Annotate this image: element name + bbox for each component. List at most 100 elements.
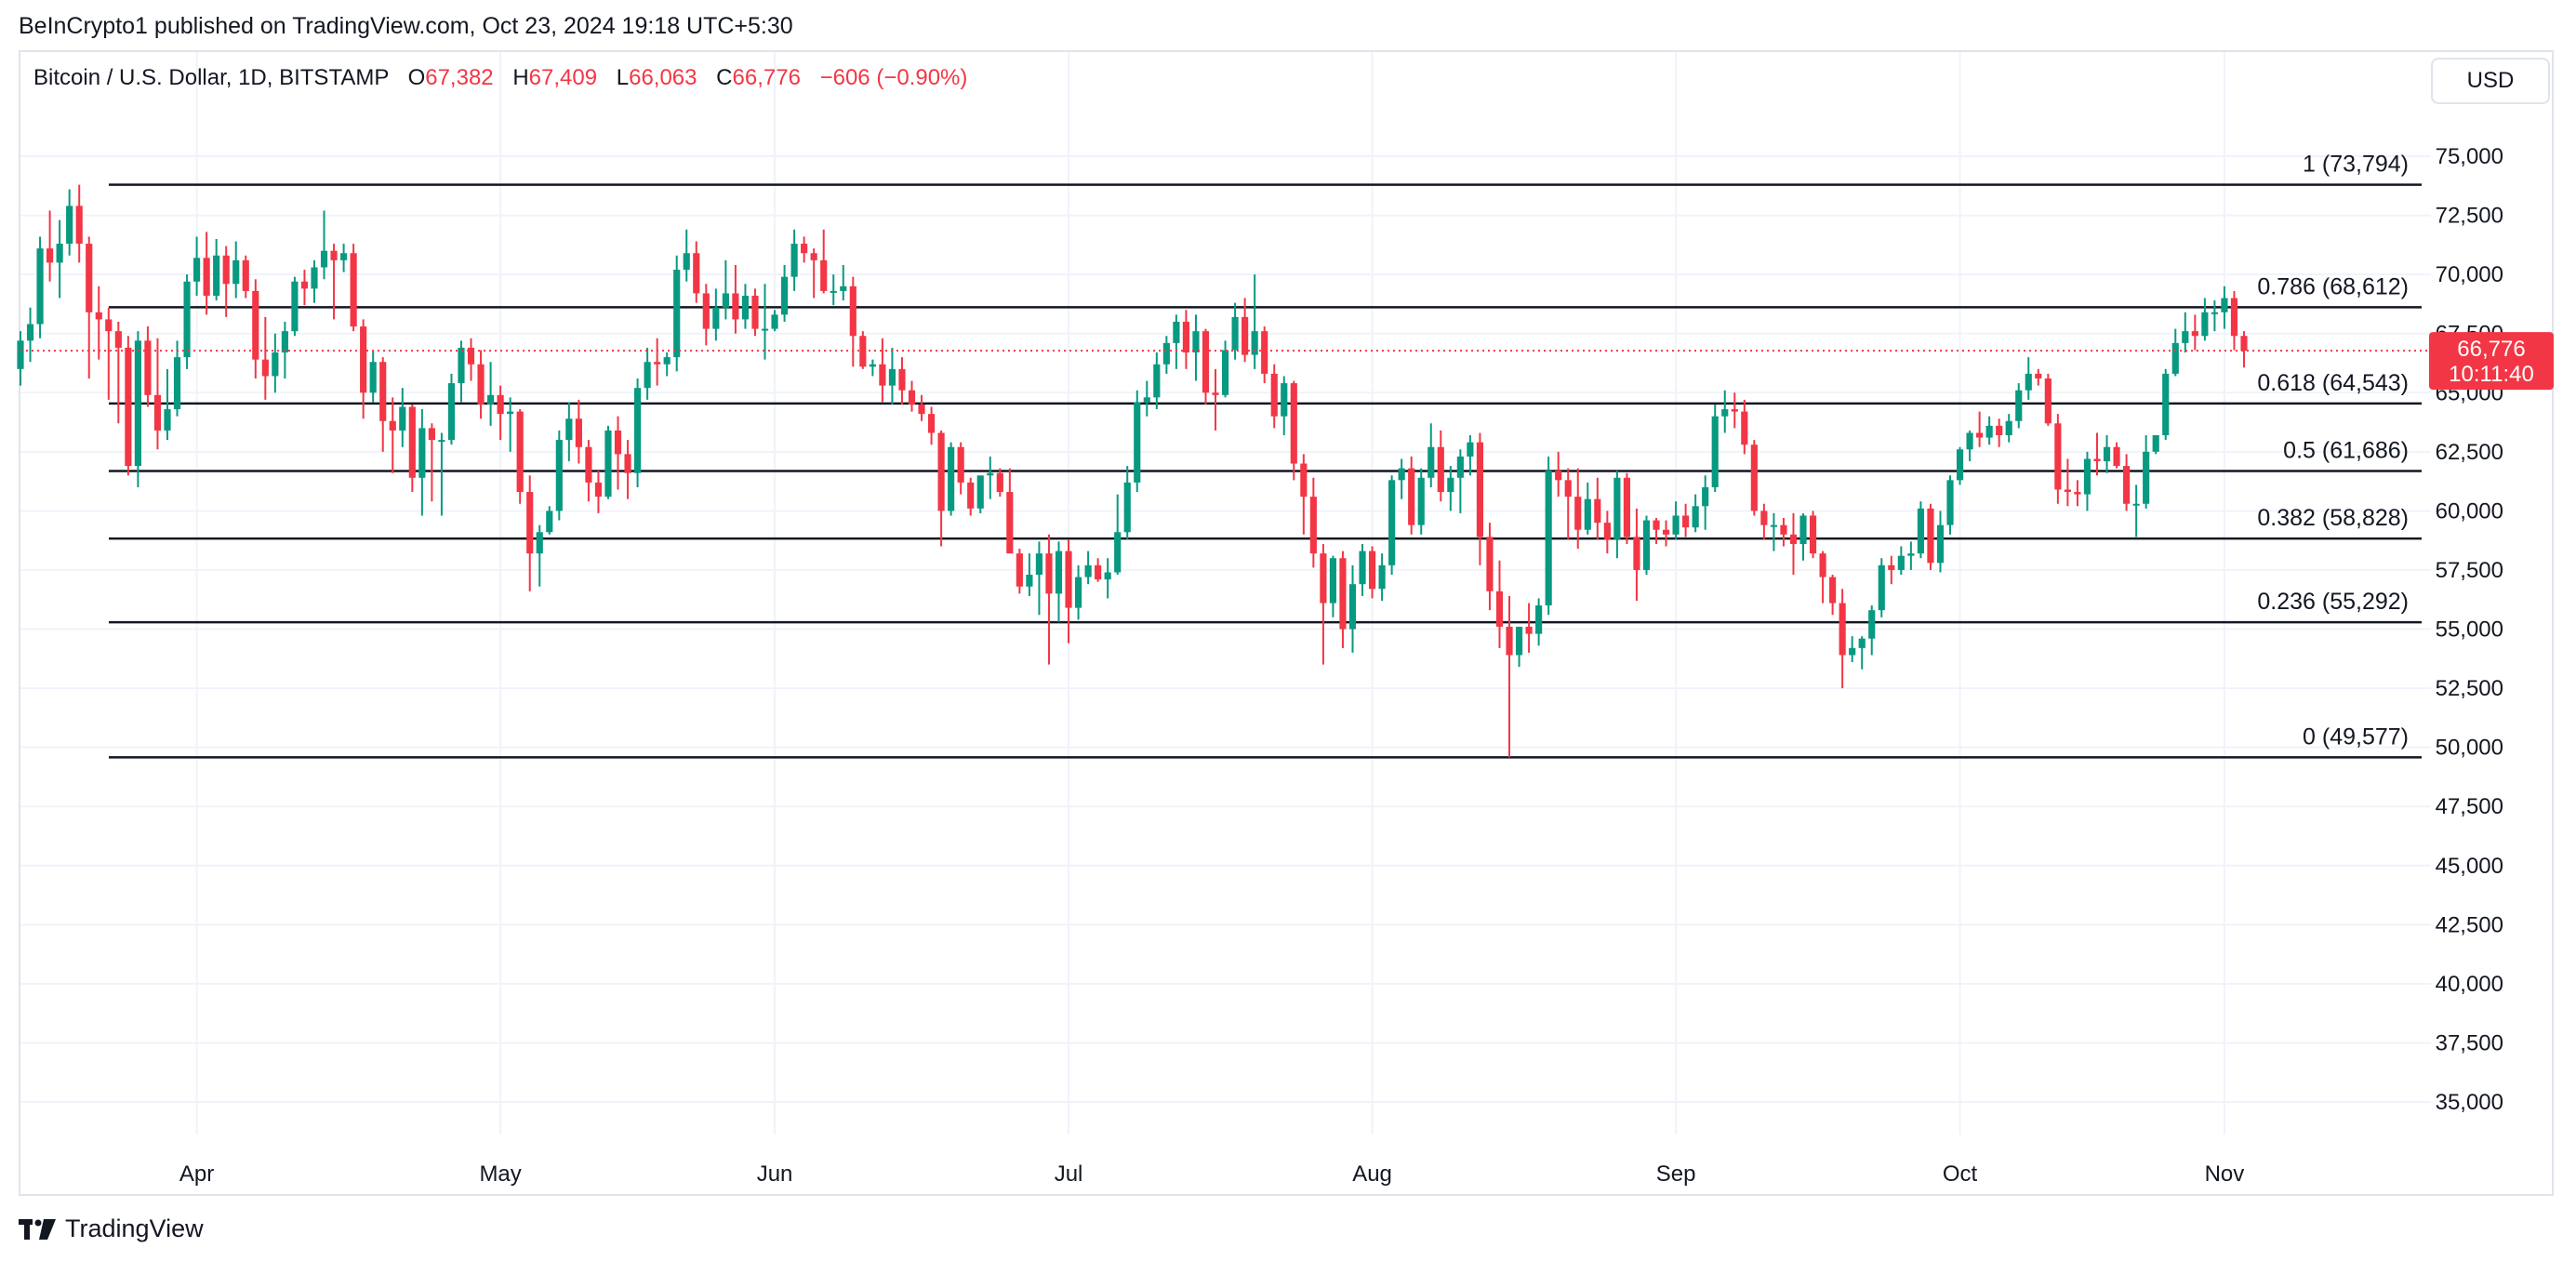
candle-body xyxy=(1613,477,1621,539)
candle xyxy=(1329,555,1337,617)
candle-body xyxy=(2240,336,2248,352)
candle xyxy=(555,430,563,521)
fib-level-label: 1 (73,794) xyxy=(2303,152,2409,178)
candle xyxy=(849,276,856,367)
footer-brand[interactable]: TradingView xyxy=(19,1215,204,1243)
x-tick-label: Nov xyxy=(2205,1161,2245,1187)
candle-body xyxy=(1427,446,1435,478)
currency-button[interactable]: USD xyxy=(2431,58,2550,104)
candle xyxy=(1476,432,1484,565)
candle xyxy=(2152,435,2159,455)
candle xyxy=(438,432,445,516)
candle xyxy=(242,255,249,299)
candle-body xyxy=(1946,480,1954,525)
candle-body xyxy=(193,258,201,282)
x-tick-label: Sep xyxy=(1656,1161,1696,1187)
candle xyxy=(1447,466,1454,511)
candle xyxy=(967,477,975,516)
candle xyxy=(683,229,690,282)
candle-body xyxy=(732,293,739,320)
candle xyxy=(2044,373,2052,426)
candle-body xyxy=(1760,511,1768,525)
candle xyxy=(2221,285,2228,329)
candle-body xyxy=(213,255,220,297)
candle-body xyxy=(1123,482,1131,533)
candle xyxy=(1281,376,1288,436)
candle xyxy=(350,244,357,332)
candle xyxy=(408,404,416,493)
fib-level-label: 0.382 (58,828) xyxy=(2257,505,2409,531)
candle xyxy=(232,241,240,299)
x-tick-label: May xyxy=(479,1161,521,1187)
candle-body xyxy=(1182,321,1190,353)
candle-body xyxy=(1114,532,1122,573)
candle-body xyxy=(252,290,259,360)
candle-body xyxy=(300,281,309,289)
candle-body xyxy=(1084,564,1092,577)
chart-frame xyxy=(19,50,2554,1196)
candle xyxy=(810,248,817,299)
symbol-title[interactable]: Bitcoin / U.S. Dollar, 1D, BITSTAMP xyxy=(33,65,389,90)
candle xyxy=(937,430,945,547)
candle-body xyxy=(2201,312,2209,337)
candle-body xyxy=(859,336,867,367)
candle-body xyxy=(1868,610,1876,639)
candle xyxy=(1789,512,1798,576)
candle-body xyxy=(408,406,416,478)
candle-body xyxy=(1221,350,1229,395)
candle xyxy=(144,326,152,407)
candle-body xyxy=(2230,298,2238,337)
candle-body xyxy=(458,347,465,384)
candle-body xyxy=(1642,520,1651,570)
low-label: L xyxy=(616,65,630,90)
candle xyxy=(1936,511,1945,573)
candle xyxy=(1467,435,1474,476)
candle xyxy=(2171,328,2179,377)
candle xyxy=(1839,589,1846,689)
candle-body xyxy=(624,454,631,473)
candle xyxy=(1026,553,1033,596)
candle-body xyxy=(144,340,152,395)
candle-body xyxy=(1368,551,1376,590)
candle xyxy=(654,338,661,386)
candle xyxy=(1633,508,1640,601)
candle-body xyxy=(1809,515,1817,554)
candle xyxy=(1456,449,1464,513)
publisher-line: BeInCrypto1 published on TradingView.com… xyxy=(19,13,793,39)
candle xyxy=(114,321,122,424)
candle-body xyxy=(232,259,240,285)
candle-body xyxy=(840,285,847,291)
candle xyxy=(203,232,210,315)
candle xyxy=(1495,560,1504,648)
candle xyxy=(2113,442,2120,469)
candle xyxy=(1359,543,1366,596)
candle xyxy=(1084,551,1092,585)
candle xyxy=(340,244,348,272)
candle xyxy=(820,229,828,294)
candle-body xyxy=(546,511,553,533)
candle-body xyxy=(95,312,102,320)
candle-body xyxy=(1486,537,1494,591)
candle-body xyxy=(340,253,348,260)
candle-body xyxy=(242,259,249,291)
candle-body xyxy=(1506,626,1513,656)
candle xyxy=(801,236,808,263)
candle-body xyxy=(2162,373,2170,436)
candle xyxy=(1897,546,1905,576)
candle-body xyxy=(536,532,543,554)
candle xyxy=(1966,430,1973,461)
x-tick-label: Jul xyxy=(1055,1161,1083,1187)
candle xyxy=(1574,468,1582,550)
candle-body xyxy=(320,250,328,268)
candle-body xyxy=(693,253,700,294)
candle-body xyxy=(2143,451,2150,504)
candle xyxy=(1309,477,1317,568)
candle-body xyxy=(2064,489,2071,493)
bar-countdown: 10:11:40 xyxy=(2449,362,2534,387)
candle-body xyxy=(1378,564,1386,590)
fib-level-label: 0.618 (64,543) xyxy=(2257,370,2409,396)
candle xyxy=(879,338,886,403)
candle xyxy=(1985,416,1993,445)
y-tick-label: 72,500 xyxy=(2436,204,2503,229)
